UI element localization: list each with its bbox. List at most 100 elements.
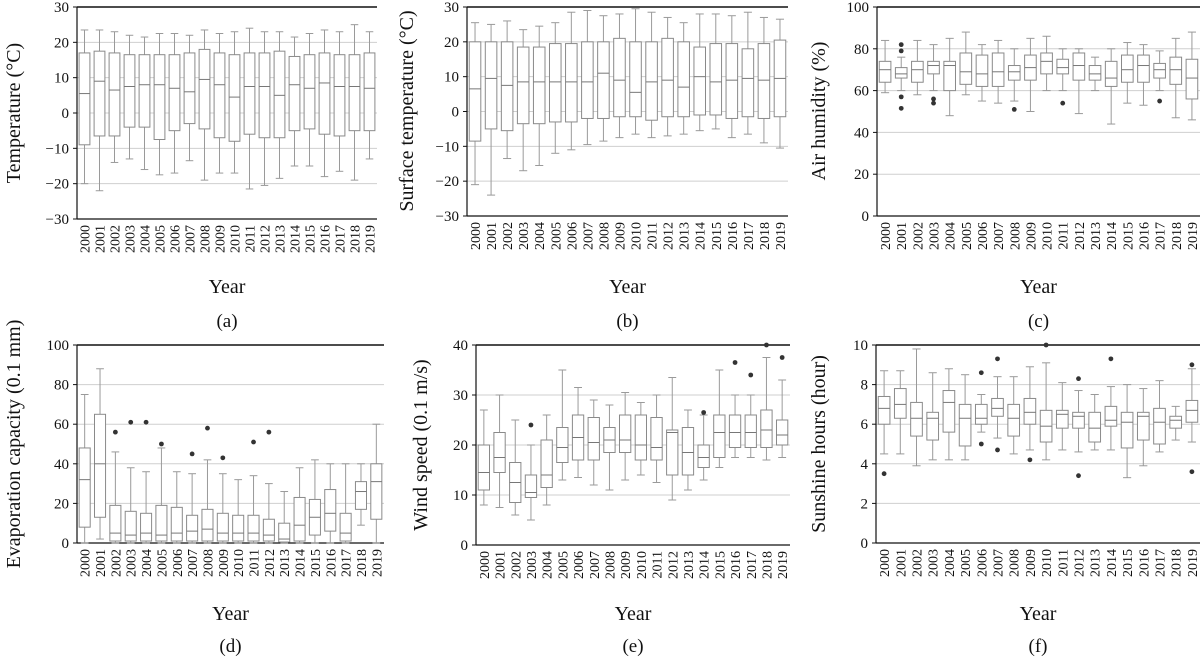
panel-label: (c) <box>1028 311 1049 332</box>
box-2009 <box>213 33 226 174</box>
box-2007 <box>581 9 594 146</box>
x-tick-label: 2000 <box>478 551 493 579</box>
box-2013 <box>1088 56 1102 92</box>
box-2000 <box>877 370 891 477</box>
y-tick-label: 20 <box>444 35 459 51</box>
box-iqr <box>597 41 610 119</box>
x-tick-label: 2005 <box>960 222 975 250</box>
x-tick-label: 2000 <box>878 549 893 577</box>
x-tick-label: 2013 <box>678 222 693 250</box>
y-tick-label: 2 <box>861 496 869 512</box>
x-tick-label: 2008 <box>199 225 214 253</box>
box-iqr <box>581 41 594 119</box>
box-iqr <box>650 417 663 461</box>
x-tick-label: 2019 <box>774 222 789 250</box>
y-tick-label: 0 <box>862 209 870 225</box>
box-2009 <box>1023 366 1037 463</box>
box-iqr <box>93 413 107 518</box>
box-2017 <box>339 463 352 544</box>
box-iqr <box>556 427 569 463</box>
x-tick-label: 2012 <box>1073 549 1088 577</box>
box-2013 <box>278 491 291 544</box>
outlier-point <box>1189 469 1195 475</box>
box-2001 <box>484 23 498 196</box>
box-2011 <box>247 439 260 544</box>
box-2006 <box>565 11 578 151</box>
x-tick-label: 2005 <box>155 549 170 577</box>
x-tick-label: 2002 <box>911 222 926 250</box>
box-iqr <box>1120 411 1134 449</box>
x-tick-label: 2012 <box>1073 222 1088 250</box>
y-tick-label: 80 <box>54 378 69 394</box>
box-2005 <box>153 33 166 176</box>
box-2013 <box>681 409 695 491</box>
x-tick-label: 2006 <box>976 222 991 250</box>
box-iqr <box>1056 58 1070 75</box>
x-tick-label: 2018 <box>760 551 775 579</box>
y-tick-label: 20 <box>854 167 869 183</box>
box-2007 <box>183 34 196 162</box>
box-2016 <box>725 15 739 139</box>
x-tick-label: 2016 <box>726 222 741 250</box>
y-axis-label: Temperature (°C) <box>3 43 25 183</box>
y-tick-label: 80 <box>854 42 869 58</box>
box-2003 <box>123 34 136 160</box>
box-2012 <box>262 429 275 544</box>
x-tick-label: 2004 <box>944 222 959 250</box>
x-tick-label: 2011 <box>244 225 259 252</box>
x-tick-label: 2006 <box>572 551 587 579</box>
x-tick-label: 2014 <box>1105 549 1120 577</box>
box-2000 <box>78 29 91 185</box>
x-tick-label: 2016 <box>729 551 744 579</box>
x-tick-label: 2005 <box>556 551 571 579</box>
box-2019 <box>773 18 787 149</box>
panel-label: (d) <box>219 636 241 657</box>
x-tick-label: 2004 <box>140 549 155 577</box>
outlier-point <box>128 419 134 425</box>
y-tick-label: 10 <box>54 71 69 87</box>
box-iqr <box>1088 65 1102 81</box>
box-2004 <box>540 414 553 506</box>
y-tick-label: 40 <box>854 125 869 141</box>
box-iqr <box>877 395 891 425</box>
box-iqr <box>893 388 907 419</box>
x-tick-label: 2001 <box>895 222 910 250</box>
panel-a: −30 −20 −10 0 10 20 30 2000 2001 2002 2003 2004 2005… <box>3 0 379 332</box>
panel-d: 0 20 40 60 80 100 2000 2001 2002 2003 2004 2005 2006… <box>3 320 385 657</box>
box-2018 <box>348 24 361 181</box>
y-tick-label: −10 <box>436 139 459 155</box>
box-iqr <box>991 397 1004 417</box>
outlier-point <box>528 422 534 428</box>
x-tick-label: 2007 <box>184 225 199 253</box>
box-2006 <box>571 387 585 478</box>
x-tick-label: 2003 <box>928 222 943 250</box>
y-tick-label: 40 <box>54 457 69 473</box>
box-iqr <box>213 52 226 139</box>
x-tick-label: 2016 <box>1137 222 1152 250</box>
x-tick-label: 2011 <box>248 549 263 576</box>
box-iqr <box>943 60 956 92</box>
box-iqr <box>1055 409 1069 429</box>
x-tick-label: 2007 <box>186 549 201 577</box>
box-iqr <box>186 514 199 542</box>
box-2019 <box>775 355 789 458</box>
x-tick-label: 2019 <box>370 549 385 577</box>
box-iqr <box>697 444 710 468</box>
box-2002 <box>910 348 923 467</box>
box-iqr <box>728 414 742 448</box>
box-iqr <box>532 46 546 125</box>
y-tick-label: 10 <box>853 338 868 354</box>
outlier-point <box>978 441 984 447</box>
box-2016 <box>318 29 331 178</box>
box-iqr <box>524 474 538 498</box>
x-tick-label: 2002 <box>911 549 926 577</box>
box-2001 <box>93 368 107 540</box>
x-tick-label: 2008 <box>1008 549 1023 577</box>
x-tick-label: 2004 <box>533 222 548 250</box>
x-tick-label: 2004 <box>139 225 154 253</box>
box-iqr <box>288 55 301 132</box>
box-iqr <box>927 60 940 75</box>
box-2012 <box>1072 376 1085 479</box>
x-tick-label: 2008 <box>201 549 216 577</box>
box-2015 <box>303 33 316 167</box>
